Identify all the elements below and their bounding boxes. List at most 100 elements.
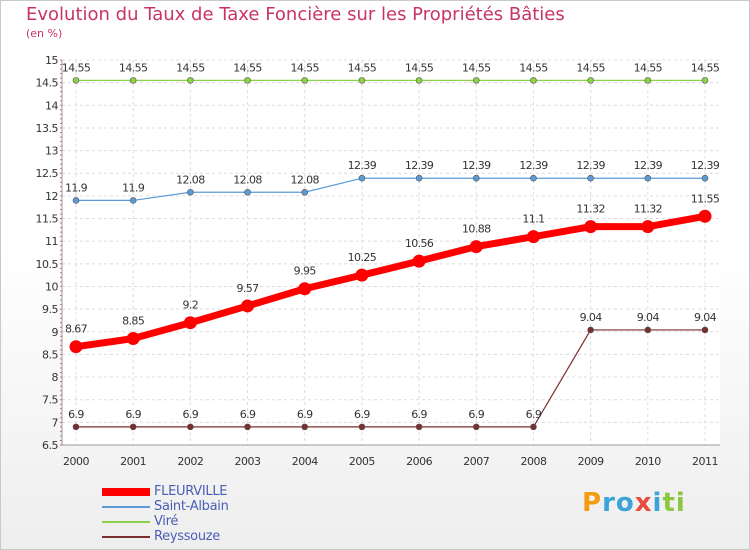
y-unit-label: (en %) [26,27,63,40]
data-label-reyssouze: 9.04 [580,311,603,324]
data-point-vir- [129,77,137,84]
data-label-reyssouze: 6.9 [468,408,484,421]
data-label-fleurville: 10.25 [348,251,377,264]
data-label-saint-albain: 12.39 [405,159,434,172]
data-point-fleurville [183,316,197,330]
y-tick-label: 13 [45,145,58,158]
data-point-saint-albain [72,197,80,204]
x-tick-label: 2009 [578,455,604,468]
brand-letter: P [582,488,603,518]
data-point-saint-albain [415,174,423,182]
data-point-vir- [301,77,309,84]
legend-label-reyssouze: Reyssouze [154,529,221,544]
data-point-reyssouze [587,326,594,334]
data-point-vir- [358,77,366,84]
data-point-fleurville [355,268,369,282]
y-tick-label: 9.5 [42,303,58,316]
brand-letter: o [615,488,635,518]
data-point-vir- [587,77,594,84]
data-point-reyssouze [644,326,652,334]
data-point-vir- [72,77,80,84]
data-label-vir-: 14.55 [519,61,548,74]
data-label-saint-albain: 12.08 [290,173,319,186]
brand-letter: r [602,488,616,518]
data-point-saint-albain [358,174,366,182]
data-label-saint-albain: 11.9 [122,181,145,194]
data-point-reyssouze [358,423,366,431]
data-point-reyssouze [701,326,709,334]
y-tick-label: 6.5 [42,439,58,452]
data-label-vir-: 14.55 [119,61,148,74]
data-point-vir- [187,77,194,84]
data-label-vir-: 14.55 [348,61,377,74]
data-point-fleurville [298,282,312,296]
data-point-fleurville [469,240,483,254]
x-tick-label: 2003 [235,455,261,468]
y-tick-label: 10.5 [36,258,59,271]
data-label-reyssouze: 6.9 [354,408,370,421]
data-label-fleurville: 9.57 [236,282,259,295]
data-point-reyssouze [129,423,137,431]
data-point-reyssouze [415,423,423,431]
brand-letter: i [675,488,686,518]
data-label-vir-: 14.55 [233,61,262,74]
data-label-vir-: 14.55 [462,61,491,74]
data-point-saint-albain [301,188,309,196]
data-label-vir-: 14.55 [576,61,605,74]
brand-letter: x [634,488,653,518]
data-label-fleurville: 9.95 [294,265,317,278]
data-label-fleurville: 11.32 [634,203,663,216]
x-tick-label: 2001 [120,455,146,468]
data-label-saint-albain: 12.08 [176,173,205,186]
data-point-reyssouze [187,423,194,431]
data-label-fleurville: 8.85 [122,315,145,328]
y-tick-label: 10 [45,280,58,293]
legend-swatch-reyssouze [102,536,150,538]
brand-letter: i [652,488,663,518]
data-point-reyssouze [530,423,537,431]
y-tick-label: 14 [45,99,58,112]
legend-label-saint-albain: Saint-Albain [154,499,229,514]
data-label-fleurville: 11.32 [576,203,605,216]
data-point-fleurville [69,340,83,354]
x-tick-label: 2004 [292,455,318,468]
data-point-saint-albain [244,188,251,196]
data-point-fleurville [241,299,255,313]
y-tick-label: 14.5 [36,77,59,90]
series-line-reyssouze [75,329,706,428]
data-point-fleurville [698,209,712,223]
data-label-fleurville: 10.56 [405,237,434,250]
data-label-vir-: 14.55 [62,61,91,74]
data-point-saint-albain [472,174,480,182]
data-point-vir- [644,77,652,84]
data-label-fleurville: 11.55 [691,192,720,205]
data-point-vir- [244,77,251,84]
legend-label-vire: Viré [154,514,179,529]
data-label-reyssouze: 6.9 [240,408,256,421]
y-tick-label: 7.5 [42,394,58,407]
data-point-saint-albain [701,174,709,182]
data-label-saint-albain: 12.39 [576,159,605,172]
data-label-fleurville: 10.88 [462,223,491,236]
data-label-reyssouze: 6.9 [68,408,84,421]
brand-logo: Proxiti [582,488,686,518]
legend-swatch-fleurville [102,488,150,496]
data-point-fleurville [641,220,655,234]
data-label-reyssouze: 9.04 [694,311,717,324]
y-tick-label: 15 [45,54,58,67]
data-label-reyssouze: 6.9 [411,408,427,421]
data-point-saint-albain [587,174,594,182]
x-tick-label: 2010 [635,455,661,468]
data-label-saint-albain: 12.08 [233,173,262,186]
data-point-saint-albain [129,197,137,204]
data-point-fleurville [412,254,426,268]
x-tick-label: 2007 [463,455,489,468]
legend-label-fleurville: FLEURVILLE [154,484,228,499]
data-point-reyssouze [472,423,480,431]
chart-title: Evolution du Taux de Taxe Foncière sur l… [26,4,565,25]
legend-swatch-vire [102,521,150,523]
y-tick-label: 9 [52,326,59,339]
data-label-fleurville: 11.1 [522,213,544,226]
y-tick-label: 11 [45,235,58,248]
